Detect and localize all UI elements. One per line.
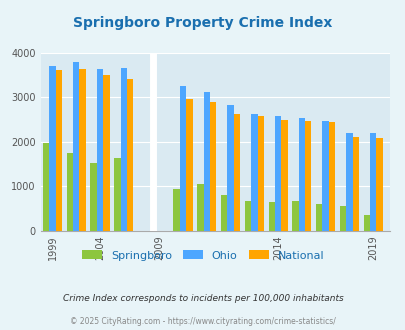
- Bar: [186, 99, 192, 231]
- Bar: [281, 120, 287, 231]
- Bar: [251, 114, 257, 231]
- Bar: [322, 121, 328, 231]
- Bar: [103, 75, 109, 231]
- Bar: [375, 138, 382, 231]
- Bar: [298, 118, 304, 231]
- Text: Crime Index corresponds to incidents per 100,000 inhabitants: Crime Index corresponds to incidents per…: [62, 294, 343, 303]
- Bar: [90, 163, 96, 231]
- Bar: [292, 201, 298, 231]
- Bar: [339, 206, 345, 231]
- Bar: [179, 86, 186, 231]
- Bar: [96, 69, 103, 231]
- Bar: [127, 79, 133, 231]
- Bar: [79, 69, 85, 231]
- Bar: [209, 102, 216, 231]
- Bar: [43, 143, 49, 231]
- Bar: [328, 122, 335, 231]
- Bar: [268, 202, 274, 231]
- Bar: [257, 115, 263, 231]
- Bar: [55, 70, 62, 231]
- Bar: [315, 204, 322, 231]
- Text: Springboro Property Crime Index: Springboro Property Crime Index: [73, 16, 332, 30]
- Bar: [227, 105, 233, 231]
- Bar: [173, 189, 179, 231]
- Bar: [352, 137, 358, 231]
- Bar: [197, 184, 203, 231]
- Bar: [369, 133, 375, 231]
- Bar: [203, 92, 209, 231]
- Bar: [244, 201, 251, 231]
- Bar: [73, 62, 79, 231]
- Bar: [220, 195, 227, 231]
- Bar: [49, 66, 55, 231]
- Bar: [304, 121, 311, 231]
- Bar: [345, 133, 352, 231]
- Legend: Springboro, Ohio, National: Springboro, Ohio, National: [77, 246, 328, 265]
- Bar: [114, 158, 120, 231]
- Bar: [274, 116, 281, 231]
- Bar: [233, 114, 240, 231]
- Bar: [362, 215, 369, 231]
- Bar: [66, 153, 73, 231]
- Bar: [120, 68, 127, 231]
- Text: © 2025 CityRating.com - https://www.cityrating.com/crime-statistics/: © 2025 CityRating.com - https://www.city…: [70, 317, 335, 326]
